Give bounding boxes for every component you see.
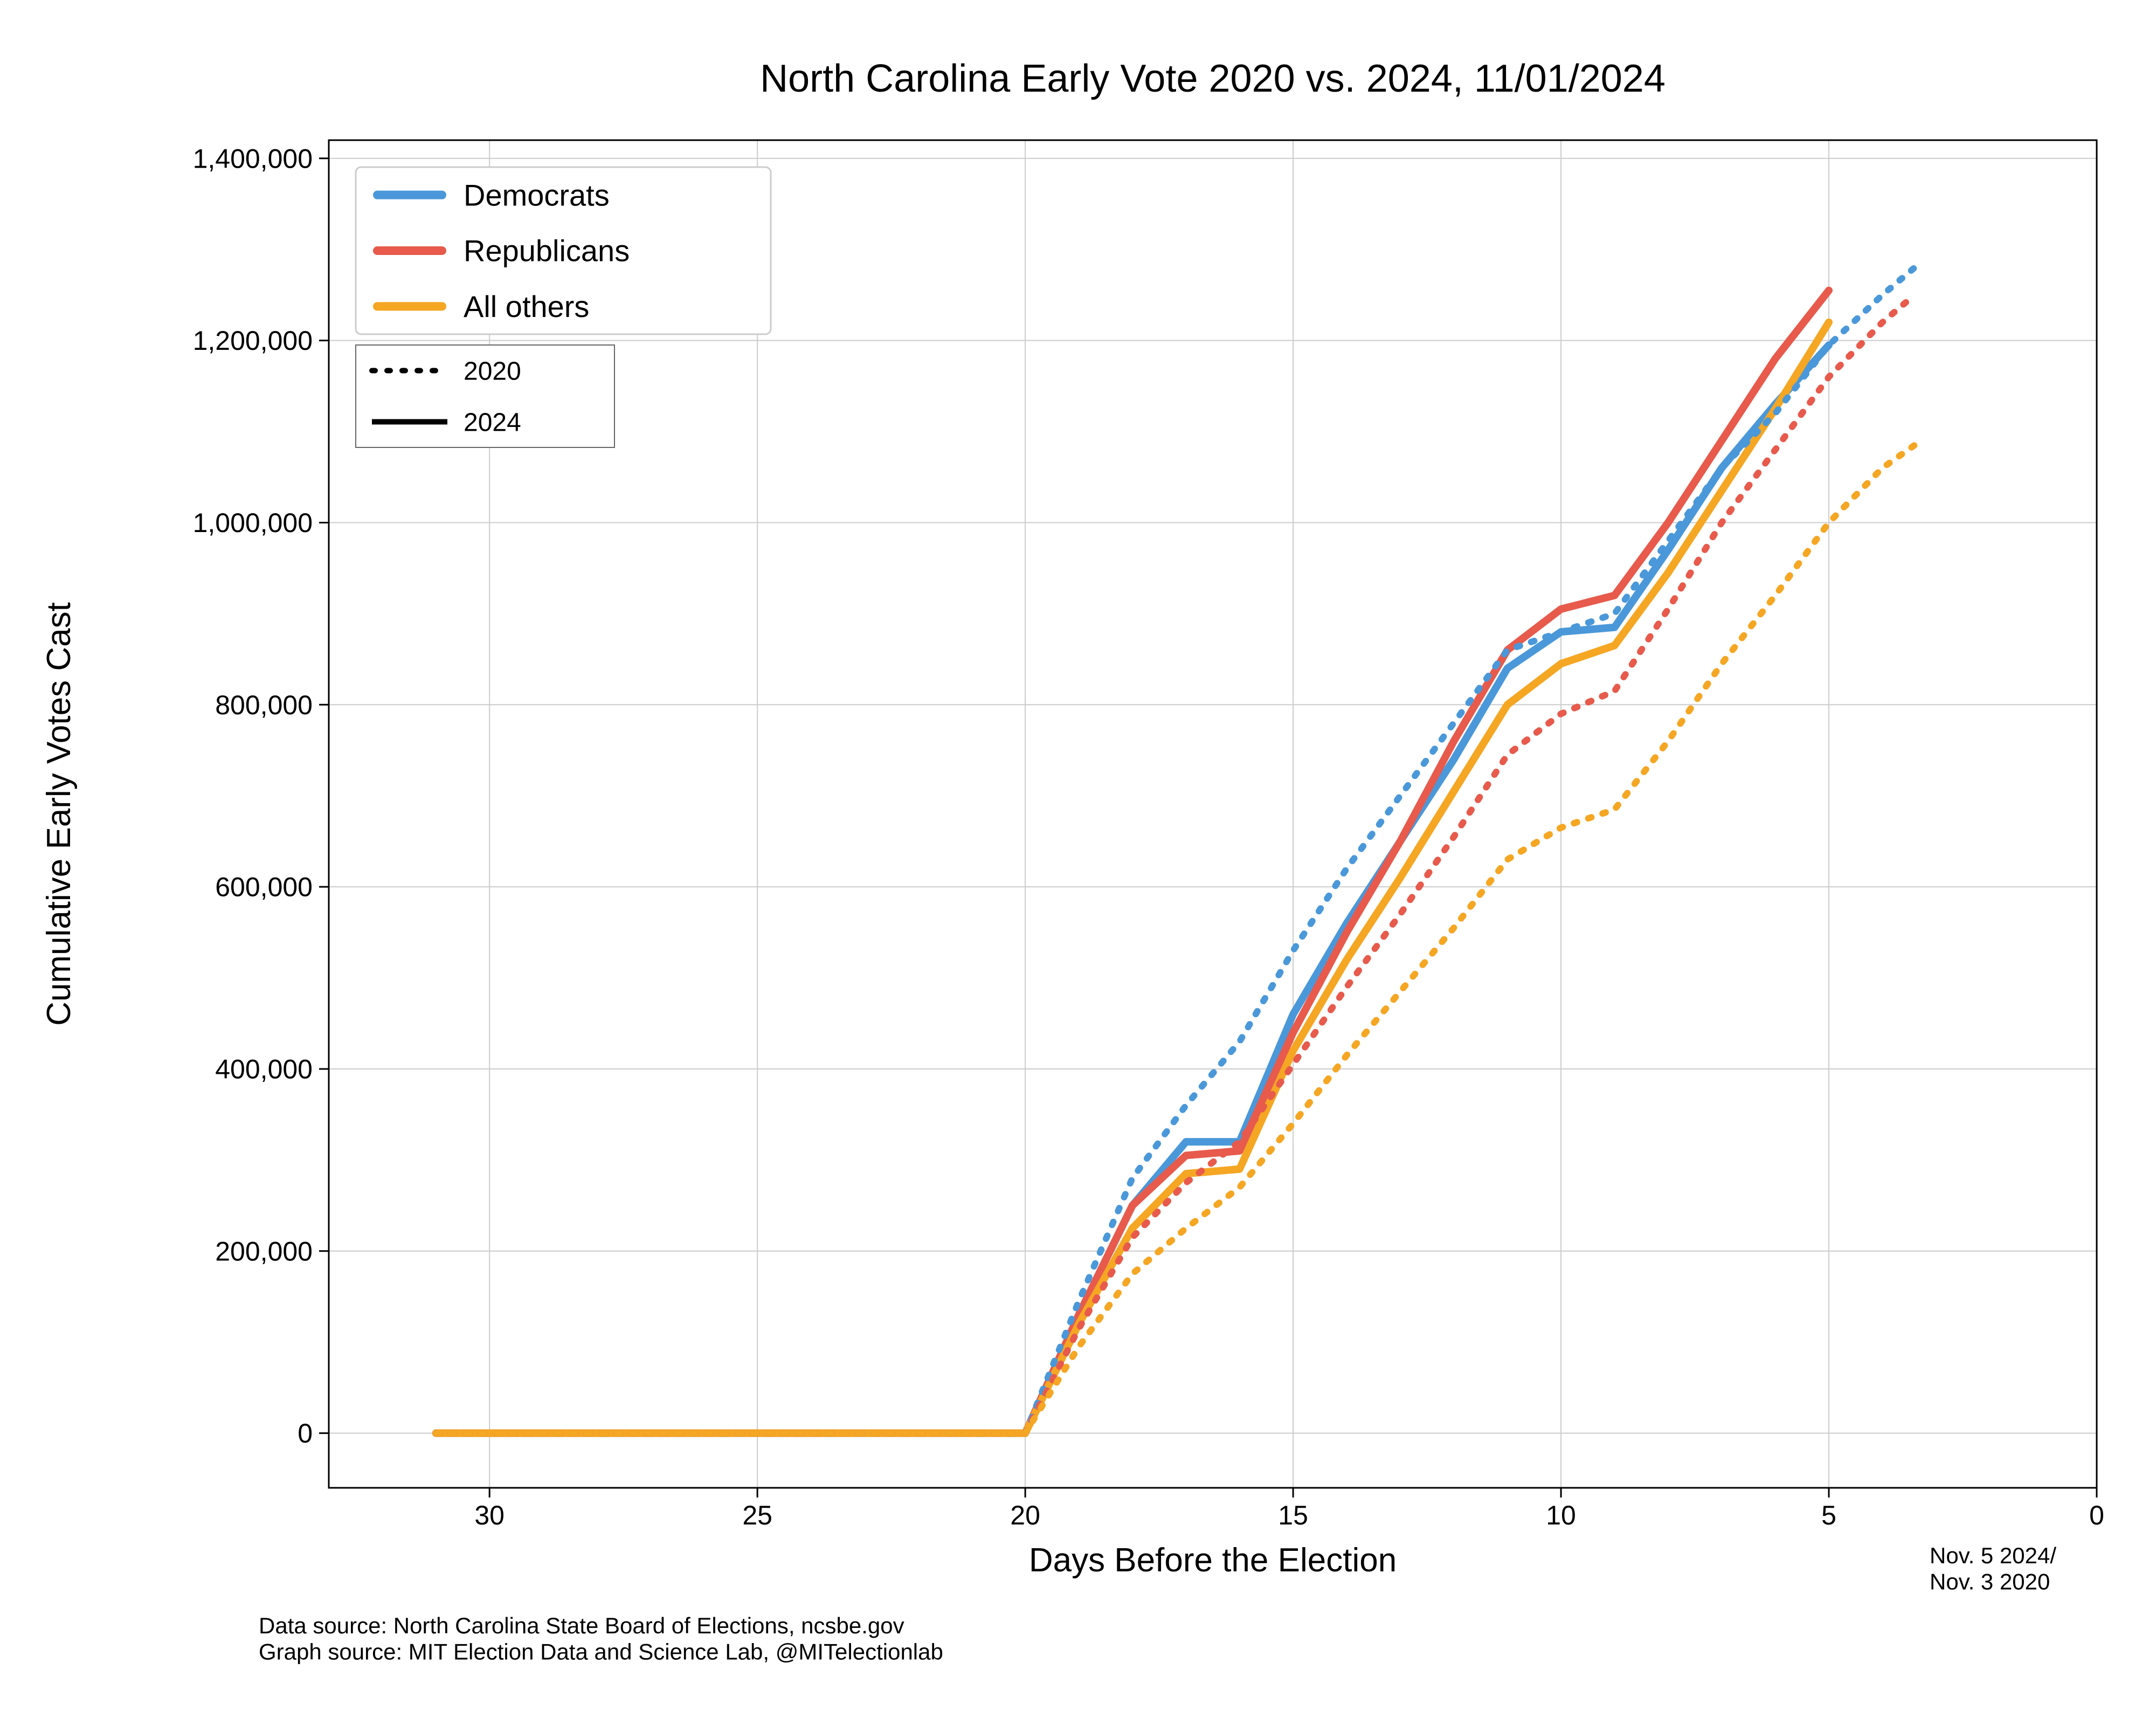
x-tick-label: 15 [1278,1500,1308,1530]
x-tick-label: 30 [474,1500,505,1530]
x-tick-label: 10 [1546,1500,1576,1530]
party-legend: Democrats Republicans All others [356,167,771,334]
x-tick-label: 25 [742,1500,772,1530]
year-legend: 2020 2024 [356,345,614,447]
y-tick-label: 600,000 [215,872,313,902]
y-tick-label: 200,000 [215,1236,313,1266]
y-tick-label: 0 [298,1418,313,1448]
x-tick-label: 20 [1010,1500,1040,1530]
chart-container: North Carolina Early Vote 2020 vs. 2024,… [0,0,2156,1725]
source-footer: Graph source: MIT Election Data and Scie… [259,1639,943,1664]
y-tick-label: 1,000,000 [193,508,313,538]
x-tick-label: 5 [1821,1500,1836,1530]
legend-label: Republicans [464,234,630,268]
y-tick-label: 1,400,000 [193,143,313,174]
election-date-note: Nov. 3 2020 [1930,1569,2050,1594]
x-tick-label: 0 [2089,1500,2104,1530]
chart-title: North Carolina Early Vote 2020 vs. 2024,… [760,57,1666,100]
chart-svg: North Carolina Early Vote 2020 vs. 2024,… [0,0,2156,1725]
source-footer: Data source: North Carolina State Board … [259,1613,904,1638]
y-axis-label: Cumulative Early Votes Cast [40,602,78,1026]
election-date-note: Nov. 5 2024/ [1930,1543,2056,1568]
legend-label: 2024 [464,408,521,437]
legend-label: 2020 [464,357,521,385]
y-tick-label: 1,200,000 [193,326,313,356]
legend-label: All others [464,289,589,323]
y-tick-label: 400,000 [215,1054,313,1084]
y-tick-label: 800,000 [215,690,313,720]
x-axis-label: Days Before the Election [1029,1542,1397,1579]
legend-label: Democrats [464,178,610,212]
